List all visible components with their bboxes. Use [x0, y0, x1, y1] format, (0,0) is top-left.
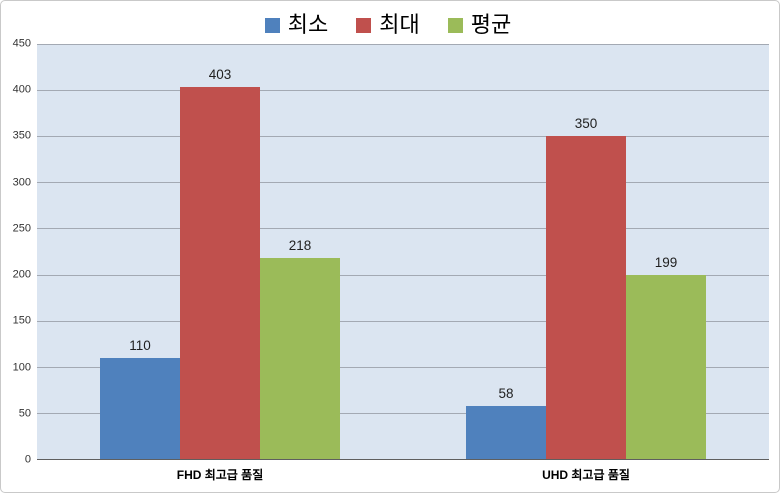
y-tick-label: 350 — [12, 129, 31, 142]
legend-label: 최소 — [287, 12, 329, 37]
gridline — [37, 44, 769, 45]
chart-body: 0 50 100 150 200 250 300 350 400 450 110 403 218 58 3… — [7, 38, 769, 488]
gridline — [37, 366, 769, 368]
y-tick-label: 200 — [12, 268, 31, 281]
x-category-label-2: UHD 최고급 품질 — [542, 467, 630, 482]
chart-legend: 최소 최대 평균 — [7, 6, 769, 44]
legend-swatch-icon — [356, 17, 372, 33]
x-axis: FHD 최고급 품질 UHD 최고급 품질 — [37, 460, 769, 488]
y-tick-label: 250 — [12, 222, 31, 235]
bar-series1-cat1[interactable]: 110 — [100, 339, 180, 459]
bar-value-label: 350 — [574, 116, 598, 132]
gridline — [37, 320, 769, 322]
bar-value-label: 218 — [288, 237, 312, 253]
gridline — [37, 412, 769, 414]
legend-label: 평균 — [470, 12, 512, 37]
bar-value-label: 199 — [654, 255, 678, 271]
bar-groups: 110 403 218 58 350 199 — [37, 44, 769, 459]
gridline — [37, 228, 769, 230]
legend-swatch-icon — [447, 17, 463, 33]
gridline — [37, 182, 769, 184]
y-tick-label: 400 — [12, 83, 31, 96]
legend-item-2[interactable]: 최대 — [356, 12, 420, 37]
y-tick-label: 100 — [12, 361, 31, 374]
gridline — [37, 136, 769, 138]
legend-swatch-icon — [264, 17, 280, 33]
plot-area: 110 403 218 58 350 199 — [37, 44, 769, 460]
bar-value-label: 110 — [129, 337, 151, 353]
gridline — [37, 274, 769, 276]
bar-series2-cat1[interactable]: 403 — [180, 68, 260, 459]
bar-value-label: 58 — [498, 385, 514, 401]
legend-label: 최대 — [379, 12, 420, 37]
y-tick-label: 0 — [24, 453, 31, 466]
y-axis: 0 50 100 150 200 250 300 350 400 450 — [7, 38, 37, 465]
y-tick-label: 150 — [12, 314, 31, 327]
bar-value-label: 403 — [208, 67, 232, 83]
x-category-label-1: FHD 최고급 품질 — [176, 467, 264, 482]
y-tick-label: 300 — [12, 176, 31, 189]
legend-item-1[interactable]: 최소 — [264, 12, 329, 37]
bar-group-2: 58 350 199 — [403, 44, 769, 459]
bar-group-1: 110 403 218 — [37, 44, 403, 459]
bar-series1-cat2[interactable]: 58 — [466, 387, 546, 459]
legend-item-3[interactable]: 평균 — [447, 12, 512, 37]
bar-series3-cat1[interactable]: 218 — [260, 239, 340, 459]
gridline — [37, 90, 769, 92]
y-tick-label: 50 — [18, 407, 31, 420]
bar-series2-cat2[interactable]: 350 — [546, 117, 626, 459]
y-tick-label: 450 — [12, 37, 31, 50]
bar-series3-cat2[interactable]: 199 — [626, 256, 706, 459]
